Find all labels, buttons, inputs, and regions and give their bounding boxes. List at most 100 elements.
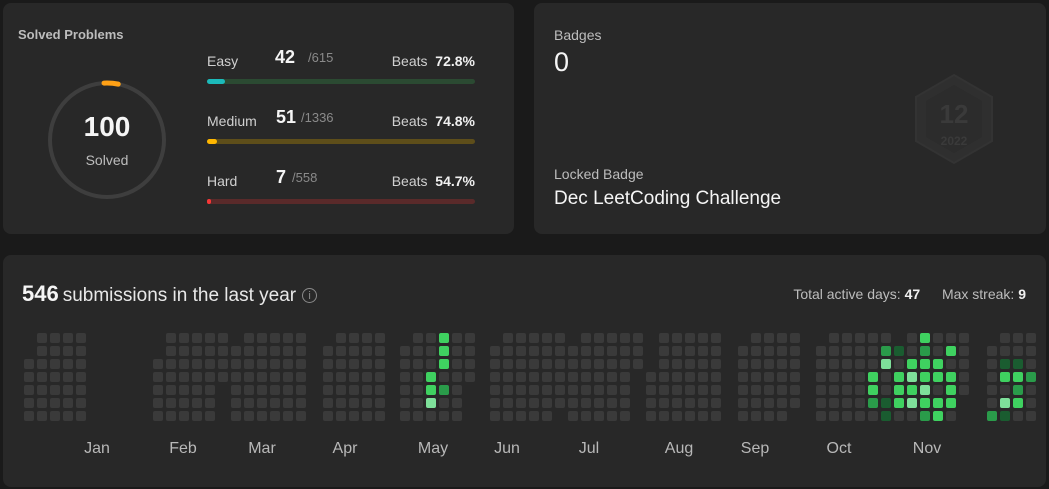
heatmap-day-cell[interactable] — [375, 359, 385, 369]
heatmap-day-cell[interactable] — [816, 411, 826, 421]
heatmap-day-cell[interactable] — [920, 398, 930, 408]
heatmap-day-cell[interactable] — [881, 398, 891, 408]
heatmap-day-cell[interactable] — [205, 333, 215, 343]
heatmap-day-cell[interactable] — [933, 385, 943, 395]
heatmap-day-cell[interactable] — [179, 346, 189, 356]
heatmap-day-cell[interactable] — [50, 359, 60, 369]
heatmap-day-cell[interactable] — [426, 372, 436, 382]
heatmap-day-cell[interactable] — [153, 411, 163, 421]
heatmap-day-cell[interactable] — [1026, 411, 1036, 421]
heatmap-day-cell[interactable] — [426, 385, 436, 395]
heatmap-day-cell[interactable] — [270, 346, 280, 356]
heatmap-day-cell[interactable] — [452, 372, 462, 382]
heatmap-day-cell[interactable] — [244, 385, 254, 395]
heatmap-day-cell[interactable] — [63, 385, 73, 395]
heatmap-day-cell[interactable] — [439, 372, 449, 382]
heatmap-day-cell[interactable] — [698, 333, 708, 343]
heatmap-day-cell[interactable] — [777, 385, 787, 395]
heatmap-day-cell[interactable] — [192, 385, 202, 395]
heatmap-day-cell[interactable] — [959, 333, 969, 343]
heatmap-day-cell[interactable] — [894, 359, 904, 369]
heatmap-day-cell[interactable] — [362, 398, 372, 408]
heatmap-day-cell[interactable] — [581, 346, 591, 356]
heatmap-day-cell[interactable] — [153, 385, 163, 395]
heatmap-day-cell[interactable] — [490, 372, 500, 382]
heatmap-day-cell[interactable] — [1000, 346, 1010, 356]
heatmap-day-cell[interactable] — [503, 398, 513, 408]
heatmap-day-cell[interactable] — [205, 346, 215, 356]
heatmap-day-cell[interactable] — [620, 398, 630, 408]
heatmap-day-cell[interactable] — [894, 372, 904, 382]
heatmap-day-cell[interactable] — [790, 385, 800, 395]
heatmap-day-cell[interactable] — [231, 398, 241, 408]
heatmap-day-cell[interactable] — [76, 359, 86, 369]
heatmap-day-cell[interactable] — [672, 385, 682, 395]
heatmap-day-cell[interactable] — [855, 411, 865, 421]
heatmap-day-cell[interactable] — [907, 372, 917, 382]
heatmap-day-cell[interactable] — [323, 346, 333, 356]
heatmap-day-cell[interactable] — [894, 385, 904, 395]
heatmap-day-cell[interactable] — [24, 411, 34, 421]
heatmap-day-cell[interactable] — [503, 333, 513, 343]
heatmap-day-cell[interactable] — [672, 411, 682, 421]
heatmap-day-cell[interactable] — [777, 346, 787, 356]
heatmap-day-cell[interactable] — [1013, 359, 1023, 369]
heatmap-day-cell[interactable] — [244, 398, 254, 408]
heatmap-day-cell[interactable] — [50, 372, 60, 382]
heatmap-day-cell[interactable] — [829, 398, 839, 408]
heatmap-day-cell[interactable] — [50, 346, 60, 356]
heatmap-day-cell[interactable] — [881, 411, 891, 421]
heatmap-day-cell[interactable] — [283, 359, 293, 369]
heatmap-day-cell[interactable] — [790, 333, 800, 343]
heatmap-day-cell[interactable] — [244, 346, 254, 356]
heatmap-day-cell[interactable] — [503, 359, 513, 369]
heatmap-day-cell[interactable] — [323, 372, 333, 382]
heatmap-day-cell[interactable] — [868, 359, 878, 369]
heatmap-day-cell[interactable] — [37, 359, 47, 369]
heatmap-day-cell[interactable] — [179, 385, 189, 395]
heatmap-day-cell[interactable] — [881, 346, 891, 356]
heatmap-day-cell[interactable] — [452, 346, 462, 356]
heatmap-day-cell[interactable] — [764, 333, 774, 343]
heatmap-day-cell[interactable] — [894, 411, 904, 421]
heatmap-day-cell[interactable] — [296, 346, 306, 356]
heatmap-day-cell[interactable] — [607, 398, 617, 408]
heatmap-day-cell[interactable] — [426, 359, 436, 369]
heatmap-day-cell[interactable] — [490, 346, 500, 356]
heatmap-day-cell[interactable] — [490, 385, 500, 395]
heatmap-day-cell[interactable] — [764, 385, 774, 395]
heatmap-day-cell[interactable] — [790, 359, 800, 369]
heatmap-day-cell[interactable] — [698, 385, 708, 395]
heatmap-day-cell[interactable] — [529, 359, 539, 369]
heatmap-day-cell[interactable] — [323, 359, 333, 369]
heatmap-day-cell[interactable] — [764, 398, 774, 408]
heatmap-day-cell[interactable] — [620, 333, 630, 343]
heatmap-day-cell[interactable] — [166, 385, 176, 395]
heatmap-day-cell[interactable] — [362, 346, 372, 356]
heatmap-day-cell[interactable] — [959, 372, 969, 382]
heatmap-day-cell[interactable] — [439, 359, 449, 369]
heatmap-day-cell[interactable] — [516, 359, 526, 369]
heatmap-day-cell[interactable] — [829, 411, 839, 421]
heatmap-day-cell[interactable] — [270, 411, 280, 421]
heatmap-day-cell[interactable] — [711, 411, 721, 421]
heatmap-day-cell[interactable] — [257, 385, 267, 395]
heatmap-day-cell[interactable] — [855, 359, 865, 369]
heatmap-day-cell[interactable] — [946, 372, 956, 382]
heatmap-day-cell[interactable] — [270, 385, 280, 395]
heatmap-day-cell[interactable] — [751, 333, 761, 343]
heatmap-day-cell[interactable] — [63, 359, 73, 369]
heatmap-day-cell[interactable] — [37, 398, 47, 408]
heatmap-day-cell[interactable] — [1013, 372, 1023, 382]
heatmap-day-cell[interactable] — [842, 359, 852, 369]
heatmap-day-cell[interactable] — [362, 385, 372, 395]
heatmap-day-cell[interactable] — [516, 398, 526, 408]
heatmap-day-cell[interactable] — [166, 372, 176, 382]
heatmap-day-cell[interactable] — [516, 333, 526, 343]
heatmap-day-cell[interactable] — [777, 398, 787, 408]
heatmap-day-cell[interactable] — [166, 398, 176, 408]
heatmap-day-cell[interactable] — [685, 385, 695, 395]
heatmap-day-cell[interactable] — [503, 346, 513, 356]
heatmap-day-cell[interactable] — [231, 411, 241, 421]
heatmap-day-cell[interactable] — [465, 359, 475, 369]
